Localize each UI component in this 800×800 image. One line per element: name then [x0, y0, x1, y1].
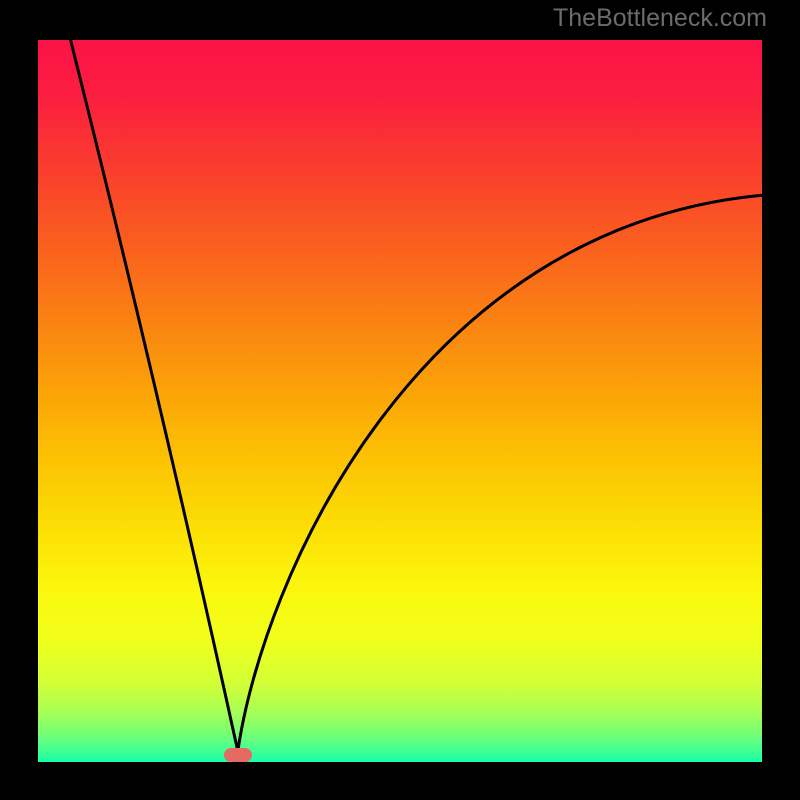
- chart-root: TheBottleneck.com: [0, 0, 800, 800]
- watermark-text: TheBottleneck.com: [553, 4, 767, 33]
- valley-marker: [224, 748, 252, 762]
- bottleneck-curve: [38, 40, 762, 762]
